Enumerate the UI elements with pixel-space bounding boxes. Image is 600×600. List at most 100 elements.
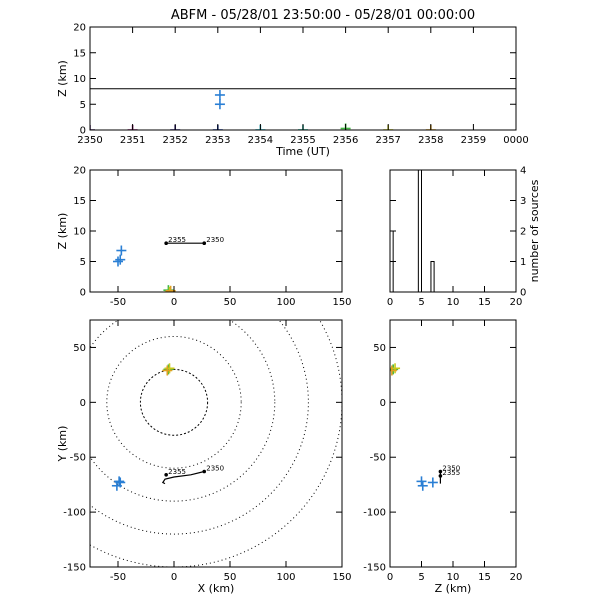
x-tick-label: 5 [418,572,424,583]
x-tick-label: 50 [224,572,237,583]
y-tick-label: -50 [370,453,386,464]
source-point [115,254,126,265]
y-tick-label: 3 [520,196,526,207]
x-tick-label: 2356 [333,135,358,146]
x-tick-label: 0000 [503,135,528,146]
x-tick-label: 2351 [120,135,145,146]
track-node [164,241,168,245]
source-point [113,256,123,267]
track-time-label: 2350 [206,236,224,244]
track-time-label: 2355 [168,468,186,476]
track-time-label: 2355 [168,236,186,244]
y-tick-label: 0 [80,288,86,299]
x-tick-label: 2353 [205,135,230,146]
y-axis-label: Z (km) [56,213,69,250]
x-tick-label: 100 [276,572,295,583]
track-node [164,472,168,477]
plot-frame [389,169,517,293]
time-height-panel: 2350 2351 2352 2353 2354 2355 2356 2357 2358 2359… [56,23,529,159]
y-axis-label: Z (km) [56,60,69,97]
x-tick-label: 2357 [375,135,400,146]
y-tick-label: 15 [73,196,86,207]
track-node [202,469,207,474]
track-time-label: 2350 [206,464,224,472]
source-point [116,245,127,256]
plot-frame [89,26,517,131]
track-node [202,241,207,245]
x-tick-label: 50 [224,297,237,308]
x-tick-label: 0 [387,297,393,308]
y-tick-label: 10 [73,227,86,238]
x-tick-label: 2359 [461,135,486,146]
y-axis-label: Y (km) [56,426,69,463]
x-tick-label: 150 [332,297,351,308]
x-tick-label: -50 [110,572,126,583]
x-tick-label: 2354 [248,135,273,146]
x-tick-label: 5 [418,297,424,308]
source-point [162,365,173,376]
xz-projection-panel: 2355 2350 -50 0 50 100 150 0 5 10 15 20 Z (km) [56,166,352,309]
y-tick-label: 5 [80,100,86,111]
range-ring [139,368,209,436]
x-tick-label: 0 [171,297,177,308]
source-point [390,365,397,376]
y-tick-label: 0 [80,126,86,137]
x-tick-label: 10 [447,572,460,583]
y-tick-label: 0 [80,398,86,409]
x-axis-label: Z (km) [435,582,472,595]
y-tick-label: 20 [73,23,86,34]
plot-area: 2355 2350 [90,320,342,567]
range-ring [90,320,276,502]
source-point [214,99,225,110]
y-tick-label: 50 [373,343,386,354]
y-tick-label: 4 [520,166,526,177]
y-tick-label: 0 [520,288,526,299]
x-tick-label: 2355 [290,135,315,146]
source-point [115,477,126,488]
y-tick-label: 50 [73,343,86,354]
source-point [427,477,438,488]
y-tick-label: 20 [73,166,86,177]
track-node [438,469,443,474]
range-ring [106,335,242,469]
source-point [390,364,399,375]
y-tick-label: -100 [63,508,86,519]
figure-title: ABFM - 05/28/01 23:50:00 - 05/28/01 00:0… [171,8,475,23]
x-tick-label: 10 [447,297,460,308]
x-tick-label: 100 [276,297,295,308]
source-point [164,363,175,374]
source-point [214,89,225,100]
range-ring [90,320,309,535]
histogram-bar [430,261,435,292]
y-tick-label: -100 [363,508,386,519]
source-point [164,287,175,292]
x-tick-label: 20 [510,572,523,583]
y-tick-label: 1 [520,257,526,268]
histogram-bar [417,170,423,292]
x-tick-label: 2352 [162,135,187,146]
plot-frame [389,319,517,568]
x-tick-label: 0 [387,572,393,583]
y-tick-label: -150 [363,563,386,574]
track-time-label: 2350 [442,464,460,472]
y-tick-label: 0 [380,398,386,409]
y-tick-label: -150 [63,563,86,574]
plot-frame [89,319,343,568]
x-axis-label: Time (UT) [275,145,330,158]
source-point [417,480,428,491]
x-tick-label: 20 [510,297,523,308]
source-point [163,364,174,375]
x-tick-label: 2358 [418,135,443,146]
y-tick-label: 2 [520,227,526,238]
x-tick-label: 15 [478,297,491,308]
plot-frame [89,169,343,293]
plot-area [90,88,516,130]
x-tick-label: 2350 [77,135,102,146]
track-node [438,474,443,478]
plot-area: 2355 2350 [113,236,224,292]
plot-area [390,170,435,292]
